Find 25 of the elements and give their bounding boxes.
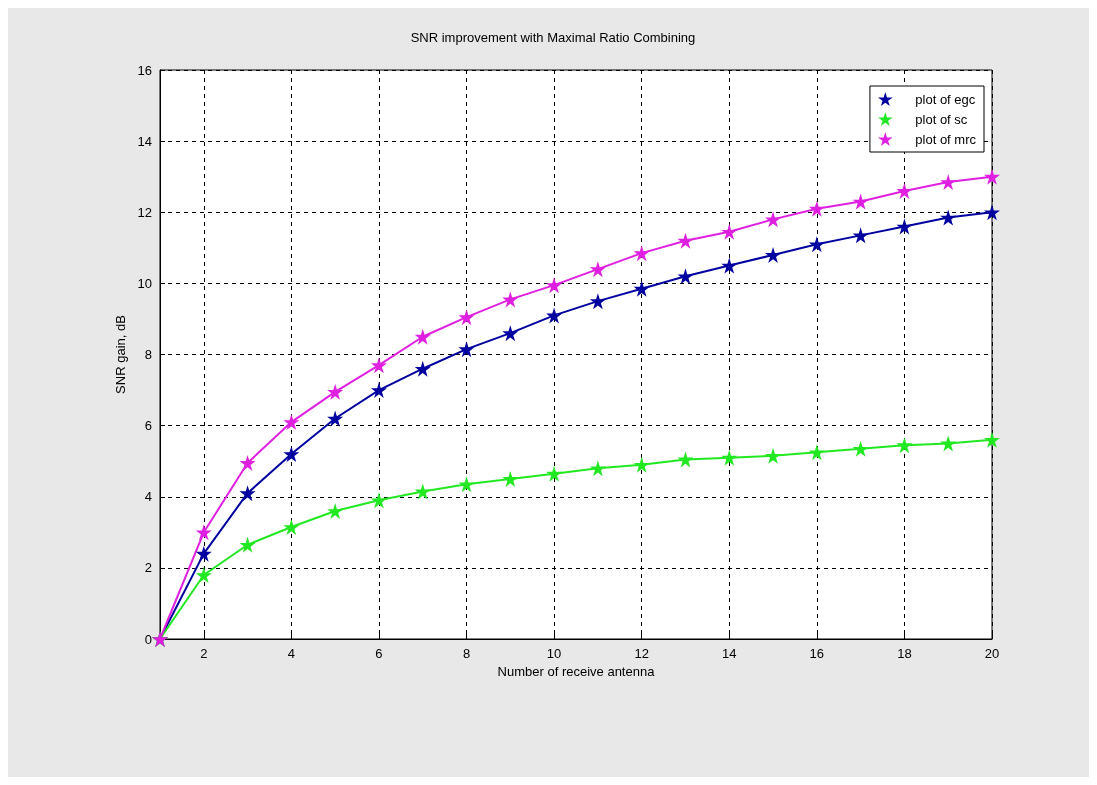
x-tick-label: 12 (634, 646, 649, 661)
y-axis-title: SNR gain, dB (112, 315, 128, 394)
legend-label: plot of mrc (915, 131, 977, 147)
x-tick-label: 14 (722, 646, 737, 661)
x-tick-label: 10 (546, 646, 562, 661)
x-tick-label: 20 (984, 646, 1000, 661)
x-tick-label: 2 (200, 646, 208, 661)
x-tick-label: 4 (287, 646, 295, 661)
y-tick-label: 8 (144, 347, 152, 362)
y-tick-label: 16 (137, 62, 152, 78)
y-tick-label: 12 (137, 204, 152, 220)
x-tick-label: 6 (375, 646, 383, 661)
legend-label: plot of sc (915, 111, 968, 127)
x-tick-label: 16 (809, 646, 825, 661)
y-tick-label: 2 (144, 560, 152, 576)
legend-label: plot of egc (915, 91, 976, 107)
y-tick-label: 10 (137, 275, 152, 291)
y-tick-label: 0 (144, 631, 152, 647)
x-tick-label: 8 (462, 646, 471, 661)
x-axis-title: Number of receive antenna (497, 664, 656, 679)
chart-title: SNR improvement with Maximal Ratio Combining (410, 30, 696, 45)
y-tick-label: 4 (144, 489, 152, 505)
y-tick-label: 14 (137, 133, 152, 149)
x-tick-label: 18 (897, 646, 912, 661)
y-tick-label: 6 (144, 418, 152, 434)
